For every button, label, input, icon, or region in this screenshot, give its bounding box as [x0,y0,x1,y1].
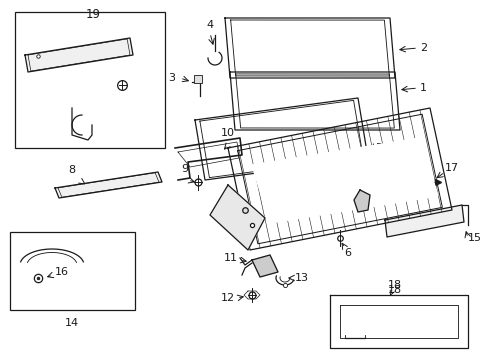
Text: 18: 18 [387,285,401,295]
Text: 1: 1 [419,83,426,93]
Polygon shape [209,185,264,250]
Text: 4: 4 [206,20,213,30]
Text: 12: 12 [221,293,235,303]
Polygon shape [251,138,437,223]
Polygon shape [329,295,467,348]
Text: 6: 6 [344,248,351,258]
Text: 17: 17 [444,163,458,173]
Polygon shape [25,38,133,72]
Text: 19: 19 [85,8,101,21]
Bar [194,75,202,83]
Text: 9: 9 [181,164,188,174]
Text: 15: 15 [467,233,481,243]
Text: 2: 2 [419,43,426,53]
Polygon shape [251,255,278,277]
Text: 3: 3 [168,73,175,83]
Polygon shape [353,190,369,212]
Bar [10,232,135,310]
Polygon shape [227,108,451,250]
Text: 7: 7 [371,168,378,178]
Polygon shape [55,172,162,198]
Text: 13: 13 [294,273,308,283]
Text: 8: 8 [68,165,76,175]
Polygon shape [384,205,463,237]
Polygon shape [195,98,367,180]
Text: 14: 14 [65,318,79,328]
Polygon shape [229,72,399,130]
Polygon shape [224,18,394,78]
Text: 16: 16 [55,267,69,277]
Text: 18: 18 [387,280,401,296]
Text: 5: 5 [374,143,381,153]
Bar [15,12,164,148]
Text: 11: 11 [224,253,238,263]
Text: 10: 10 [221,128,235,138]
